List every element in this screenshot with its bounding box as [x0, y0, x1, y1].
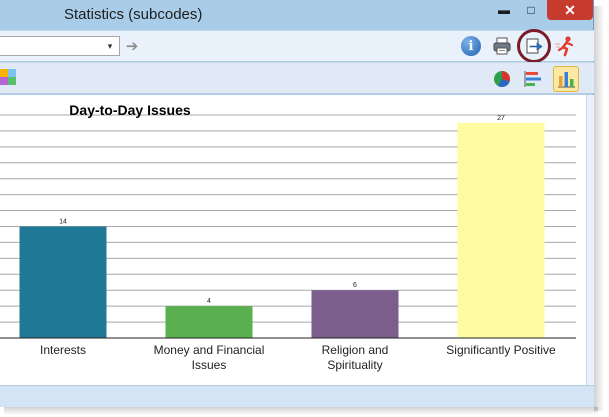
data-label: 27: [497, 115, 505, 122]
maximize-button[interactable]: □: [527, 3, 535, 17]
statistics-window: Statistics (subcodes) ▬ □ ✕ ▾ ➔ i: [0, 0, 594, 407]
status-strip: [0, 385, 594, 407]
bar[interactable]: [311, 290, 399, 338]
data-label: 4: [207, 298, 211, 305]
run-button[interactable]: [553, 34, 577, 58]
window-shadow: [594, 6, 604, 411]
subcode-selector[interactable]: ▾: [0, 36, 120, 56]
data-labels: 14 4 6 27: [59, 115, 505, 305]
category-label: Religion and: [322, 343, 389, 357]
bar-chart: 14 4 6 27 Interests Money and FinancialIssue…: [0, 102, 576, 372]
window-shadow-bottom: [4, 407, 598, 415]
color-palette-icon: [0, 69, 16, 85]
category-label: Spirituality: [327, 358, 382, 372]
window-title: Statistics (subcodes): [64, 6, 203, 23]
category-label: Significantly Positive: [446, 343, 556, 357]
vertical-bar-chart-icon: [558, 72, 575, 88]
minimize-button[interactable]: ▬: [498, 3, 510, 17]
category-label: Interests: [40, 343, 86, 357]
main-toolbar: ▾ ➔ i: [0, 29, 594, 63]
print-button[interactable]: [490, 34, 514, 58]
horizontal-bar-chart-button[interactable]: [521, 67, 545, 91]
close-button[interactable]: ✕: [547, 0, 593, 20]
info-button[interactable]: i: [459, 34, 483, 58]
bar[interactable]: [19, 226, 107, 338]
chart-toolbar: [0, 62, 594, 94]
chart-title: Day-to-Day Issues: [69, 102, 191, 118]
pie-chart-icon: [494, 71, 511, 88]
category-label: Money and Financial: [154, 343, 265, 357]
info-icon: i: [461, 36, 481, 56]
chevron-down-icon[interactable]: ▾: [107, 40, 113, 51]
data-label: 14: [59, 218, 67, 225]
bar[interactable]: [457, 122, 545, 338]
data-label: 6: [353, 282, 357, 289]
export-button[interactable]: [517, 29, 551, 63]
horizontal-bar-chart-icon: [524, 71, 541, 87]
bar[interactable]: [165, 306, 253, 338]
go-arrow-icon[interactable]: ➔: [125, 38, 139, 55]
vertical-bar-chart-button[interactable]: [553, 66, 579, 92]
bars: [19, 122, 545, 338]
chart-area: 14 4 6 27 Interests Money and Financial Issue…: [0, 95, 586, 385]
category-label: Issues: [192, 358, 227, 372]
pie-chart-button[interactable]: [490, 67, 514, 91]
title-bar: Statistics (subcodes) ▬ □ ✕: [0, 0, 594, 30]
color-palette-button[interactable]: [0, 68, 18, 88]
right-edge: [586, 95, 594, 385]
run-person-icon: [555, 36, 574, 57]
printer-icon: [493, 37, 511, 55]
highlight-circle: [517, 29, 551, 63]
